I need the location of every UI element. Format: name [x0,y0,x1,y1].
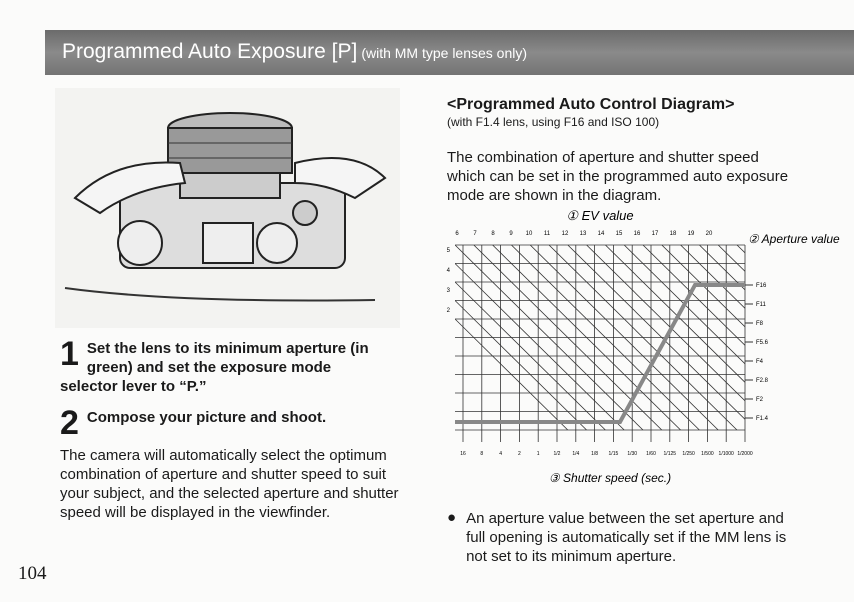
ev-line [455,262,625,430]
ev-line [455,245,644,430]
ev-line [455,318,569,430]
ev-line [529,245,719,430]
shutter-speed: 1/500 [701,451,714,457]
step-text: Set the lens to its minimum aperture (in… [60,340,369,395]
shutter-speed: 1/8 [591,451,598,457]
ev-value: 17 [652,231,659,237]
ev-line [699,245,745,291]
ev-line [492,245,681,430]
ev-line [756,245,854,430]
step-number: 2 [60,404,79,442]
ev-line [661,245,745,328]
aperture-value: F11 [756,302,767,308]
diagram-heading: <Programmed Auto Control Diagram> [447,96,735,113]
lens [167,127,293,174]
ev-line [642,245,745,346]
ev-line [623,245,745,365]
strap [64,287,376,302]
ev-value: 10 [526,231,533,237]
left-value: 2 [447,308,451,314]
shutter-speed: 1/2000 [737,451,753,457]
aperture-value: F5.6 [756,340,769,346]
ev-line [567,245,745,420]
ev-value: 13 [580,231,587,237]
aperture-value: F16 [756,283,767,289]
ev-line [586,245,745,402]
ev-line [736,245,745,254]
ev-line [455,299,587,430]
aperture-value: F2 [756,397,764,403]
header: Programmed Auto Exposure [P] (with MM typ… [62,40,527,64]
shutter-speed: 1/250 [682,451,695,457]
left-value: 3 [447,288,451,294]
bullet-text: An aperture value between the set apertu… [466,510,787,565]
aperture-value: F1.4 [756,416,769,422]
bullet-item: ● An aperture value between the set aper… [447,509,792,566]
ev-value: 19 [688,231,695,237]
shutter-speed: 1/60 [646,451,656,457]
ev-value: 14 [598,231,605,237]
shutter-speed: 1 [537,451,540,457]
hot-shoe [202,222,254,264]
ev-value: 18 [670,231,677,237]
ev-value: 6 [455,231,459,237]
header-bar [45,30,854,75]
left-value: 5 [447,248,451,254]
shutter-speed: 4 [499,451,502,457]
shutter-speed: 8 [480,451,483,457]
dial [256,222,298,264]
aperture-label: ② Aperture value [748,232,840,246]
camera-illustration [55,88,400,328]
hand-left [73,161,187,215]
program-line [455,283,745,424]
shutter-speed: 1/2 [554,451,561,457]
step: 2 Compose your picture and shoot. [60,404,390,442]
title: Programmed Auto Exposure [P] [62,40,358,63]
ev-value: 9 [509,231,513,237]
ev-value: 15 [616,231,623,237]
ev-value: 20 [706,231,713,237]
shutter-button [292,200,318,226]
ev-line [511,245,700,430]
subtitle: (with MM type lenses only) [361,45,528,61]
ev-line [455,281,606,430]
bullet: ● [447,509,457,526]
ev-value: 12 [562,231,569,237]
shutter-speed: 1/1000 [719,451,735,457]
shutter-speed: 16 [460,451,466,457]
shutter-speed: 1/125 [664,451,677,457]
shutter-speed: 2 [518,451,521,457]
ev-value: 11 [544,231,551,237]
body-text: The camera will automatically select the… [60,447,399,521]
ev-value: 8 [491,231,495,237]
diagram: ① EV value ② Aperture value ③ Shutter sp… [447,208,854,485]
step-text: Compose your picture and shoot. [86,409,327,426]
page-number: 104 [18,563,47,584]
shutter-speed: 1/30 [627,451,637,457]
left-value: 4 [447,268,451,274]
ev-line [548,245,738,430]
ev-value: 7 [473,231,477,237]
aperture-value: F2.8 [756,378,769,384]
ev-line [775,245,854,430]
diagram-note: (with F1.4 lens, using F16 and ISO 100) [447,115,660,129]
shutter-label: ③ Shutter speed (sec.) [549,471,671,485]
ev-line [605,245,745,383]
ev-label: ① EV value [566,208,633,223]
step: 1 Set the lens to its minimum aperture (… [60,335,390,396]
step-number: 1 [60,335,79,373]
hand-right [294,157,387,200]
shutter-speed: 1/15 [609,451,619,457]
ev-value: 16 [634,231,641,237]
dial [117,220,163,266]
aperture-value: F4 [756,359,764,365]
ev-line [680,245,745,309]
aperture-value: F8 [756,321,764,327]
shutter-speed: 1/4 [572,451,579,457]
diagram-description: The combination of aperture and shutter … [447,149,789,204]
